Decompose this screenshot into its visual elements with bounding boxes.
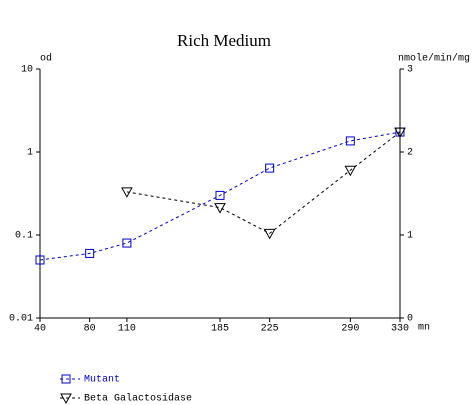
y2-tick-label: 0 — [407, 314, 413, 325]
x-tick-label: 80 — [84, 324, 96, 335]
x-tick-label: 225 — [261, 324, 279, 335]
x-tick-label: 110 — [118, 324, 136, 335]
y2-tick-label: 2 — [407, 148, 413, 159]
series-line — [126, 131, 401, 234]
y-tick-label: 1 — [27, 148, 33, 159]
marker — [215, 190, 225, 200]
marker — [345, 136, 355, 146]
marker — [344, 165, 357, 177]
marker — [265, 163, 275, 173]
legend-marker — [60, 393, 72, 405]
y-axis-label: od — [40, 53, 52, 65]
x-tick-label: 330 — [391, 324, 409, 335]
x-tick-label: 290 — [341, 324, 359, 335]
marker — [263, 228, 276, 240]
marker — [35, 255, 45, 265]
x-tick-label: 185 — [211, 324, 229, 335]
legend-marker — [61, 374, 71, 384]
marker — [85, 248, 95, 258]
marker — [121, 187, 133, 198]
chart-title: Rich Medium — [177, 31, 271, 50]
marker — [214, 203, 226, 214]
y-tick-label: 0.1 — [15, 231, 33, 242]
x-axis-label: mn — [418, 323, 430, 334]
y2-tick-label: 3 — [407, 65, 413, 76]
y2-axis-label: nmole/min/mg — [398, 53, 470, 65]
y-tick-label: 10 — [21, 65, 33, 76]
marker — [394, 127, 406, 139]
legend-label: Beta Galactosidase — [84, 393, 192, 405]
legend-label: Mutant — [84, 375, 120, 386]
series-line — [39, 131, 401, 261]
y-tick-label: 0.01 — [9, 314, 33, 325]
marker — [122, 238, 132, 248]
x-tick-label: 40 — [34, 324, 46, 335]
y2-tick-label: 1 — [407, 231, 413, 242]
